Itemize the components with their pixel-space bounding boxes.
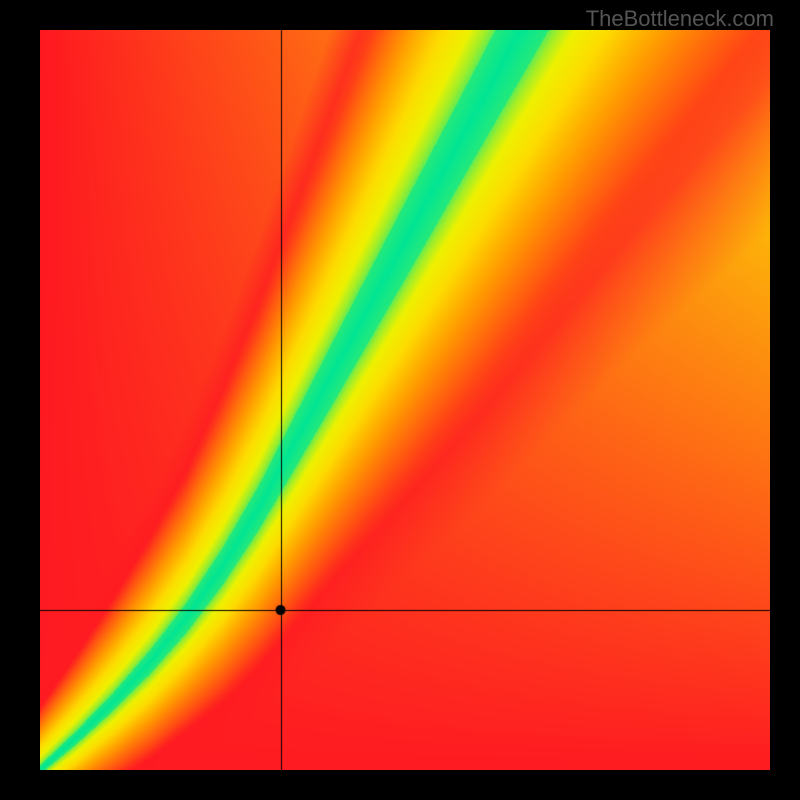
bottleneck-heatmap — [40, 30, 770, 770]
chart-frame: TheBottleneck.com — [0, 0, 800, 800]
watermark-text: TheBottleneck.com — [586, 6, 774, 32]
